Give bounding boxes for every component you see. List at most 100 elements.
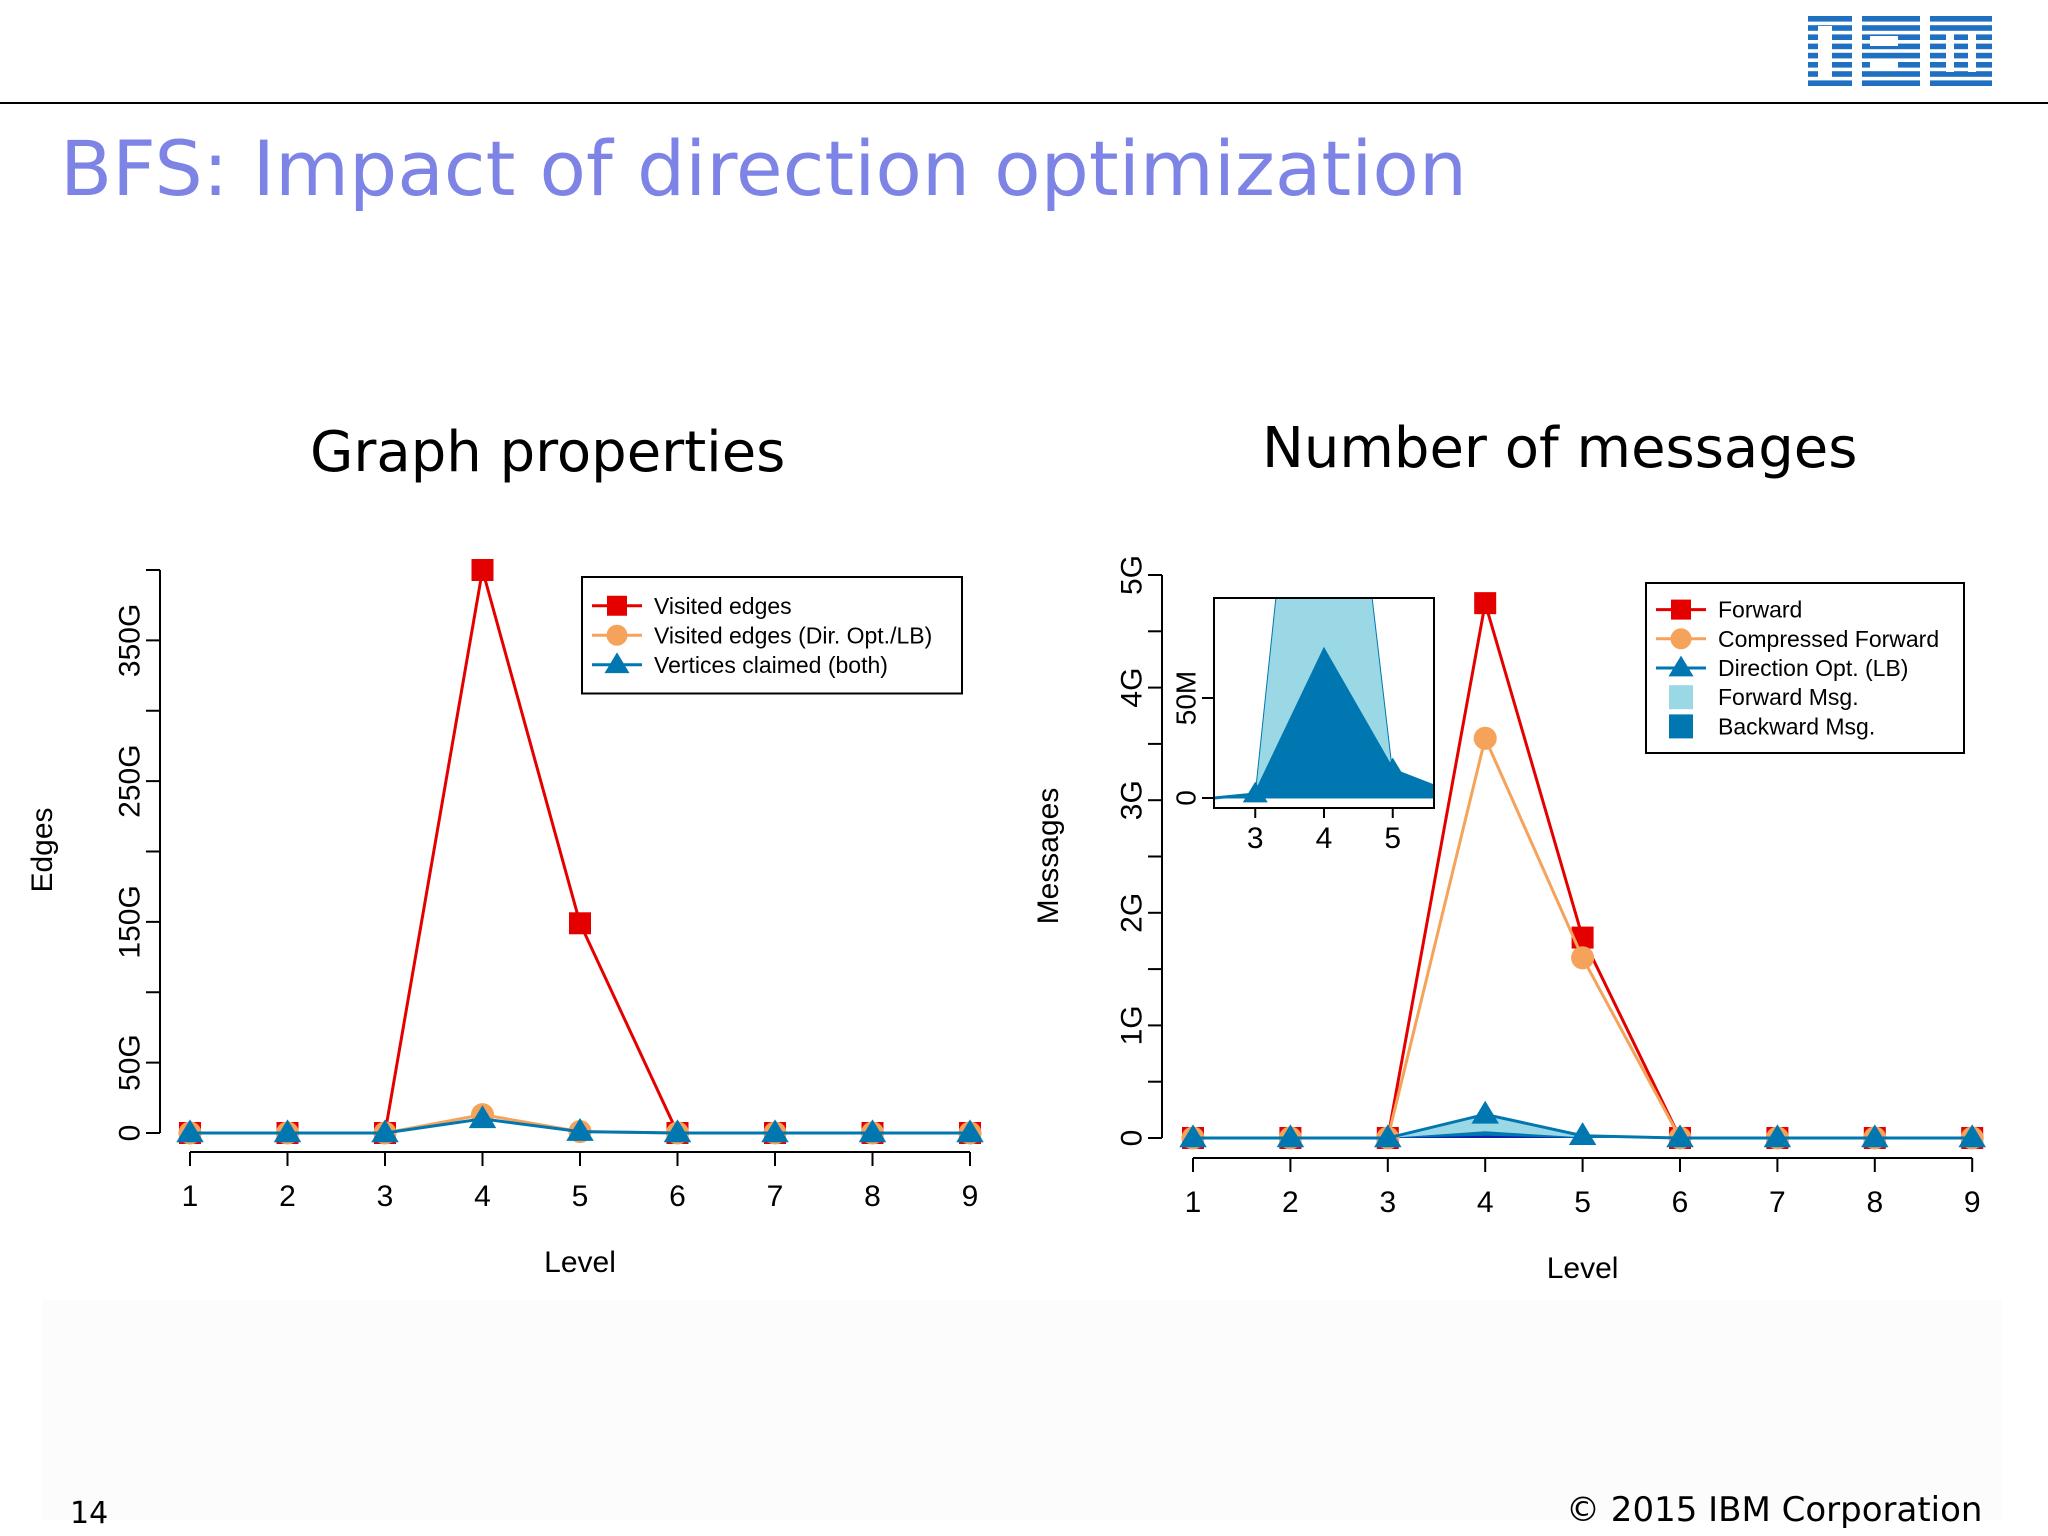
ibm-logo-cutout — [1968, 32, 1976, 72]
inset-x-tick-label: 3 — [1247, 822, 1264, 855]
triangle-marker — [371, 1119, 399, 1143]
x-axis-label: Level — [1547, 1252, 1619, 1285]
square-marker — [471, 559, 494, 581]
triangle-marker — [956, 1119, 984, 1143]
x-tick-label: 1 — [182, 1180, 199, 1213]
legend-box — [581, 576, 963, 695]
ibm-logo-stripe — [1808, 80, 1992, 86]
ibm-logo-stripe — [1808, 25, 1992, 31]
square-marker — [569, 912, 591, 935]
ibm-logo-stripe — [1808, 16, 1992, 22]
triangle-marker — [1568, 1122, 1597, 1145]
square-marker — [1671, 599, 1691, 620]
series-vertices-claimed-both — [176, 1105, 984, 1143]
triangle-marker — [1276, 1124, 1305, 1148]
series-direction-opt-lb — [1179, 1100, 1986, 1148]
number-of-messages-chart: 0 1G 2G 3G 4G 5G Messages 1 2 3 4 5 6 7 8 9 Level Forward… — [1032, 555, 1986, 1285]
y-tick-label: 2G — [1116, 893, 1149, 933]
legend-label: Compressed Forward — [1718, 626, 1939, 652]
ibm-logo-cutout — [1870, 36, 1898, 46]
slide-title: BFS: Impact of direction optimization — [60, 124, 1468, 213]
y-tick-label: 0 — [1116, 1130, 1149, 1147]
ibm-logo-cutout — [1818, 26, 1832, 78]
y-tick-label: 350G — [114, 604, 147, 677]
legend-label: Visited edges (Dir. Opt./LB) — [654, 622, 932, 648]
inset-direction-line — [1214, 646, 1434, 800]
circle-marker — [606, 624, 628, 646]
triangle-marker — [663, 1119, 692, 1143]
triangle-marker — [1471, 1100, 1499, 1124]
ibm-logo-cutout — [1920, 14, 1930, 90]
ibm-logo-stripes — [1808, 16, 1992, 86]
triangle-marker — [1666, 1124, 1694, 1148]
triangle-marker — [1668, 655, 1694, 677]
legend-swatch — [1669, 714, 1693, 739]
legend-swatch — [1669, 685, 1693, 710]
y-tick-label: 3G — [1116, 780, 1149, 820]
graph-properties-chart: 0 50G 150G 250G 350G Edges 1 2 3 4 5 6 7 8 9 Level Visit… — [26, 559, 984, 1279]
ibm-logo-cutout — [1870, 60, 1898, 70]
copyright-notice: © 2015 IBM Corporation — [1566, 1490, 1983, 1530]
ibm-logo-stripe — [1808, 43, 1992, 50]
chart-title-graph-properties: Graph properties — [310, 420, 786, 485]
triangle-marker — [1242, 781, 1268, 803]
y-axis-label: Messages — [1032, 788, 1065, 925]
x-tick-label: 1 — [1185, 1186, 1202, 1219]
circle-marker — [1571, 946, 1595, 970]
footer-background — [42, 1300, 2002, 1520]
x-tick-label: 8 — [1866, 1186, 1883, 1219]
square-marker — [607, 595, 627, 616]
x-tick-label: 2 — [1282, 1186, 1299, 1219]
square-marker — [1474, 592, 1497, 615]
inset-y-tick-label: 0 — [1171, 790, 1202, 806]
ibm-logo-cutout — [1946, 32, 1954, 72]
x-tick-label: 7 — [767, 1180, 784, 1213]
triangle-marker — [1763, 1124, 1792, 1148]
x-tick-label: 4 — [1477, 1186, 1494, 1219]
triangle-marker — [176, 1119, 204, 1143]
triangle-marker — [858, 1119, 887, 1143]
circle-marker — [1473, 726, 1497, 750]
ibm-logo-cutout — [1852, 14, 1862, 90]
y-tick-label: 150G — [114, 885, 147, 958]
triangle-marker — [566, 1117, 594, 1141]
x-tick-label: 6 — [1672, 1186, 1689, 1219]
x-tick-label: 9 — [962, 1180, 979, 1213]
legend-label: Forward — [1718, 597, 1802, 623]
legend-label: Visited edges — [654, 593, 792, 619]
legend-label: Forward Msg. — [1718, 684, 1859, 710]
triangle-marker — [1179, 1124, 1207, 1148]
y-tick-label: 50G — [114, 1034, 147, 1091]
header-rule — [0, 102, 2048, 104]
circle-marker — [1670, 628, 1692, 650]
y-tick-label: 5G — [1116, 555, 1149, 595]
triangle-marker — [468, 1105, 497, 1129]
inset-x-tick-label: 5 — [1384, 822, 1401, 855]
inset-y-tick-label: 50M — [1171, 671, 1202, 725]
y-tick-label: 4G — [1116, 668, 1149, 708]
y-tick-label: 1G — [1116, 1005, 1149, 1045]
area-backward-core — [1387, 1135, 1583, 1138]
triangle-marker — [761, 1119, 789, 1143]
legend-label: Direction Opt. (LB) — [1718, 655, 1908, 681]
x-tick-label: 3 — [1379, 1186, 1396, 1219]
ibm-logo-stripe — [1808, 71, 1992, 77]
chart-title-number-of-messages: Number of messages — [1262, 416, 1858, 481]
y-tick-label: 250G — [114, 744, 147, 817]
x-tick-label: 4 — [474, 1180, 491, 1213]
legend-label: Vertices claimed (both) — [654, 652, 888, 678]
x-tick-label: 5 — [1574, 1186, 1591, 1219]
inset-plot — [1214, 598, 1434, 803]
triangle-marker — [1861, 1124, 1889, 1148]
inset-chart: 3 4 5 0 50M — [1171, 597, 1435, 855]
ibm-logo — [1808, 14, 1992, 90]
x-tick-label: 5 — [572, 1180, 589, 1213]
x-tick-label: 6 — [669, 1180, 686, 1213]
y-tick-label: 0 — [114, 1125, 147, 1142]
triangle-marker — [1380, 757, 1406, 779]
y-axis-label: Edges — [26, 807, 59, 892]
ibm-logo-stripe — [1808, 52, 1992, 59]
x-tick-label: 2 — [279, 1180, 296, 1213]
x-tick-label: 8 — [864, 1180, 881, 1213]
x-tick-label: 9 — [1964, 1186, 1981, 1219]
